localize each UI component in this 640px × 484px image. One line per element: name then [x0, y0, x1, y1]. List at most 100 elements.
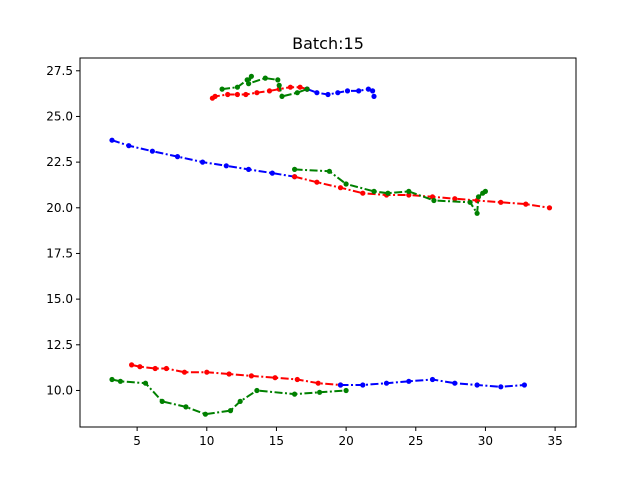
series-point [356, 88, 362, 94]
y-tick-label: 25.0 [46, 109, 73, 123]
series-point [223, 163, 229, 169]
series-point [269, 170, 275, 176]
series-point [335, 90, 341, 96]
series-point [254, 387, 260, 394]
series-point [212, 93, 218, 99]
series-point [246, 166, 252, 172]
series-point [137, 364, 143, 370]
series-point [234, 91, 240, 98]
series-point [276, 82, 282, 88]
series-point [360, 190, 366, 196]
series-point [344, 88, 351, 94]
series-point [337, 185, 344, 191]
series-point [159, 398, 165, 404]
axis-layer: 5 10 15 20 25 30 35 10.0 12.5 15.0 17.5 20.0 22.5 25.… [46, 57, 577, 448]
series-point [126, 143, 132, 149]
series-point [294, 90, 300, 96]
series-5 [109, 376, 349, 417]
series-point [406, 378, 412, 384]
series-point [452, 196, 458, 202]
series-point [498, 199, 504, 205]
series-point [248, 73, 254, 79]
series-point [385, 190, 391, 196]
x-tick-label: 30 [478, 434, 493, 448]
series-point [174, 154, 181, 160]
series-point [406, 188, 412, 194]
series-point [227, 408, 234, 414]
series-point [523, 201, 529, 207]
series-point [142, 380, 149, 386]
series-point [237, 398, 243, 404]
series-4 [337, 376, 528, 390]
series-point [279, 93, 285, 99]
chart-title: Batch:15 [292, 34, 364, 53]
series-point [163, 365, 169, 372]
series-point [109, 376, 115, 383]
series-line [221, 75, 308, 98]
series-layer [109, 73, 553, 417]
x-tick-label: 25 [408, 434, 423, 448]
series-point [343, 181, 349, 187]
series-point [304, 86, 310, 92]
series-line [111, 378, 347, 416]
series-point [266, 88, 273, 94]
series-point [109, 137, 115, 143]
series-point [343, 387, 349, 394]
series-point [383, 380, 390, 386]
series-line [294, 175, 550, 209]
series-point [181, 369, 188, 375]
series-point [482, 188, 488, 194]
series-point [370, 88, 376, 94]
series-point [314, 90, 320, 96]
series-point [406, 192, 412, 198]
series-point [475, 194, 482, 200]
series-point [246, 81, 252, 87]
series-point [371, 93, 377, 99]
series-point [243, 91, 249, 98]
series-point [117, 378, 123, 384]
series-point [371, 188, 377, 194]
series-point [248, 373, 254, 379]
series-point [202, 411, 208, 417]
series-point [498, 384, 504, 390]
series-point [546, 205, 553, 211]
series-point [219, 86, 225, 92]
series-point [315, 380, 321, 386]
series-point [225, 91, 231, 98]
series-point [226, 371, 232, 377]
series-2 [292, 166, 488, 216]
series-point [297, 84, 303, 90]
series-point [129, 362, 135, 368]
series-point [431, 197, 437, 204]
series-0 [109, 137, 298, 180]
series-7 [304, 86, 377, 99]
series-8 [219, 73, 310, 99]
series-point [360, 382, 366, 388]
x-tick-label: 15 [269, 434, 284, 448]
series-point [287, 84, 293, 90]
series-point [317, 389, 323, 395]
series-point [365, 86, 371, 92]
series-point [474, 382, 480, 388]
series-point [234, 84, 240, 90]
plot-frame [79, 57, 577, 428]
series-point [294, 376, 300, 383]
x-tick-label: 10 [199, 434, 214, 448]
series-point [292, 391, 298, 397]
series-point [452, 380, 458, 386]
x-tick-label: 5 [133, 434, 141, 448]
y-tick-label: 27.5 [46, 64, 73, 78]
y-tick-label: 15.0 [46, 292, 73, 306]
y-tick-label: 10.0 [46, 383, 73, 397]
series-point [204, 369, 210, 375]
series-point [200, 159, 206, 165]
x-tick-label: 35 [547, 434, 562, 448]
series-point [152, 365, 158, 372]
series-point [429, 376, 436, 383]
series-point [254, 90, 260, 96]
series-point [326, 168, 332, 174]
x-tick-label: 20 [338, 434, 353, 448]
series-point [183, 404, 189, 410]
y-tick-label: 12.5 [46, 338, 73, 352]
